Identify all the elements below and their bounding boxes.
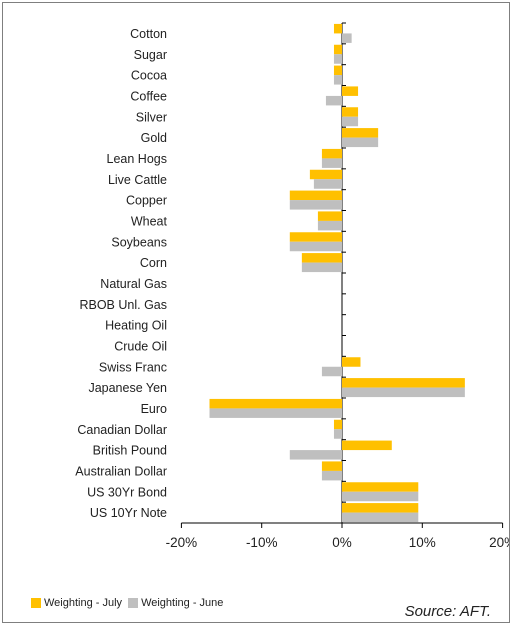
bar-june (342, 137, 379, 148)
bar-july (333, 23, 342, 34)
category-label: Cotton (130, 27, 167, 41)
category-label: Swiss Franc (99, 360, 167, 374)
x-tick-label: 10% (409, 535, 436, 550)
bar-july (209, 398, 342, 409)
bar-july (321, 461, 342, 471)
bar-july (342, 503, 419, 513)
bar-june (342, 491, 419, 502)
category-label: Corn (140, 256, 167, 270)
x-tick-label: 0% (332, 535, 352, 550)
category-label: Natural Gas (100, 277, 167, 291)
category-label: Heating Oil (105, 319, 167, 333)
category-label: Crude Oil (114, 339, 167, 353)
category-label: Copper (126, 194, 167, 208)
bar-july (342, 128, 379, 138)
bar-june (321, 470, 342, 481)
category-label: US 10Yr Note (90, 506, 167, 520)
legend-label-july: Weighting - July (44, 597, 123, 609)
chart-frame: Cotton Sugar Cocoa Coffee Silver Gold Lean Hog… (2, 2, 510, 623)
category-label: Lean Hogs (107, 152, 167, 166)
bar-july (289, 232, 342, 242)
x-tick-label: 20% (489, 535, 509, 550)
bar-july (333, 44, 342, 55)
bar-july (342, 86, 359, 96)
bar-july (309, 169, 342, 180)
bar-june (342, 33, 352, 43)
category-label: Silver (136, 110, 167, 124)
legend-item-june: Weighting - June (128, 597, 223, 609)
category-label: Sugar (134, 48, 167, 62)
bar-july (342, 482, 419, 492)
category-label: Gold (141, 131, 167, 145)
x-tick-label: -10% (246, 535, 278, 550)
category-label: Wheat (131, 214, 168, 228)
bar-june (317, 220, 342, 231)
bar-july (333, 65, 342, 76)
bar-june (289, 200, 342, 210)
category-label: British Pound (93, 444, 167, 458)
category-label: Cocoa (131, 69, 167, 83)
legend-label-june: Weighting - June (141, 597, 224, 609)
bar-june (209, 408, 342, 418)
bar-june (342, 116, 359, 127)
legend-swatch-july (31, 598, 41, 608)
category-label: Canadian Dollar (77, 423, 167, 437)
bar-july (317, 211, 342, 221)
category-label: Coffee (130, 89, 167, 103)
legend: Weighting - July Weighting - June (31, 597, 229, 609)
bar-july (333, 419, 342, 430)
bar-june (333, 54, 342, 64)
bar-june (301, 262, 342, 273)
bar-june (321, 158, 342, 168)
bar-june (325, 95, 342, 106)
source-note: Source: AFT. (404, 603, 491, 620)
bar-june (333, 75, 342, 85)
category-label: Euro (141, 402, 167, 416)
x-tick-label: -20% (166, 535, 198, 550)
bar-june (289, 450, 342, 460)
bar-june (313, 179, 342, 189)
category-label: Japanese Yen (88, 381, 167, 395)
bar-june (342, 512, 419, 523)
bar-july (289, 190, 342, 201)
category-label: Live Cattle (108, 173, 167, 187)
bar-chart: Cotton Sugar Cocoa Coffee Silver Gold Lean Hog… (75, 22, 509, 550)
bar-june (342, 387, 465, 398)
category-label: Soybeans (111, 235, 167, 249)
bar-july (342, 440, 392, 451)
bar-july (301, 253, 342, 263)
bar-june (321, 366, 342, 377)
bar-june (333, 429, 342, 439)
bar-june (289, 241, 342, 252)
bar-july (321, 148, 342, 159)
legend-item-july: Weighting - July (31, 597, 122, 609)
category-label: Australian Dollar (75, 464, 167, 478)
bar-july (342, 357, 361, 367)
category-label: US 30Yr Bond (87, 485, 167, 499)
bar-july (342, 378, 465, 388)
bar-july (342, 107, 359, 117)
legend-swatch-june (128, 598, 139, 608)
category-label: RBOB Unl. Gas (79, 298, 167, 312)
